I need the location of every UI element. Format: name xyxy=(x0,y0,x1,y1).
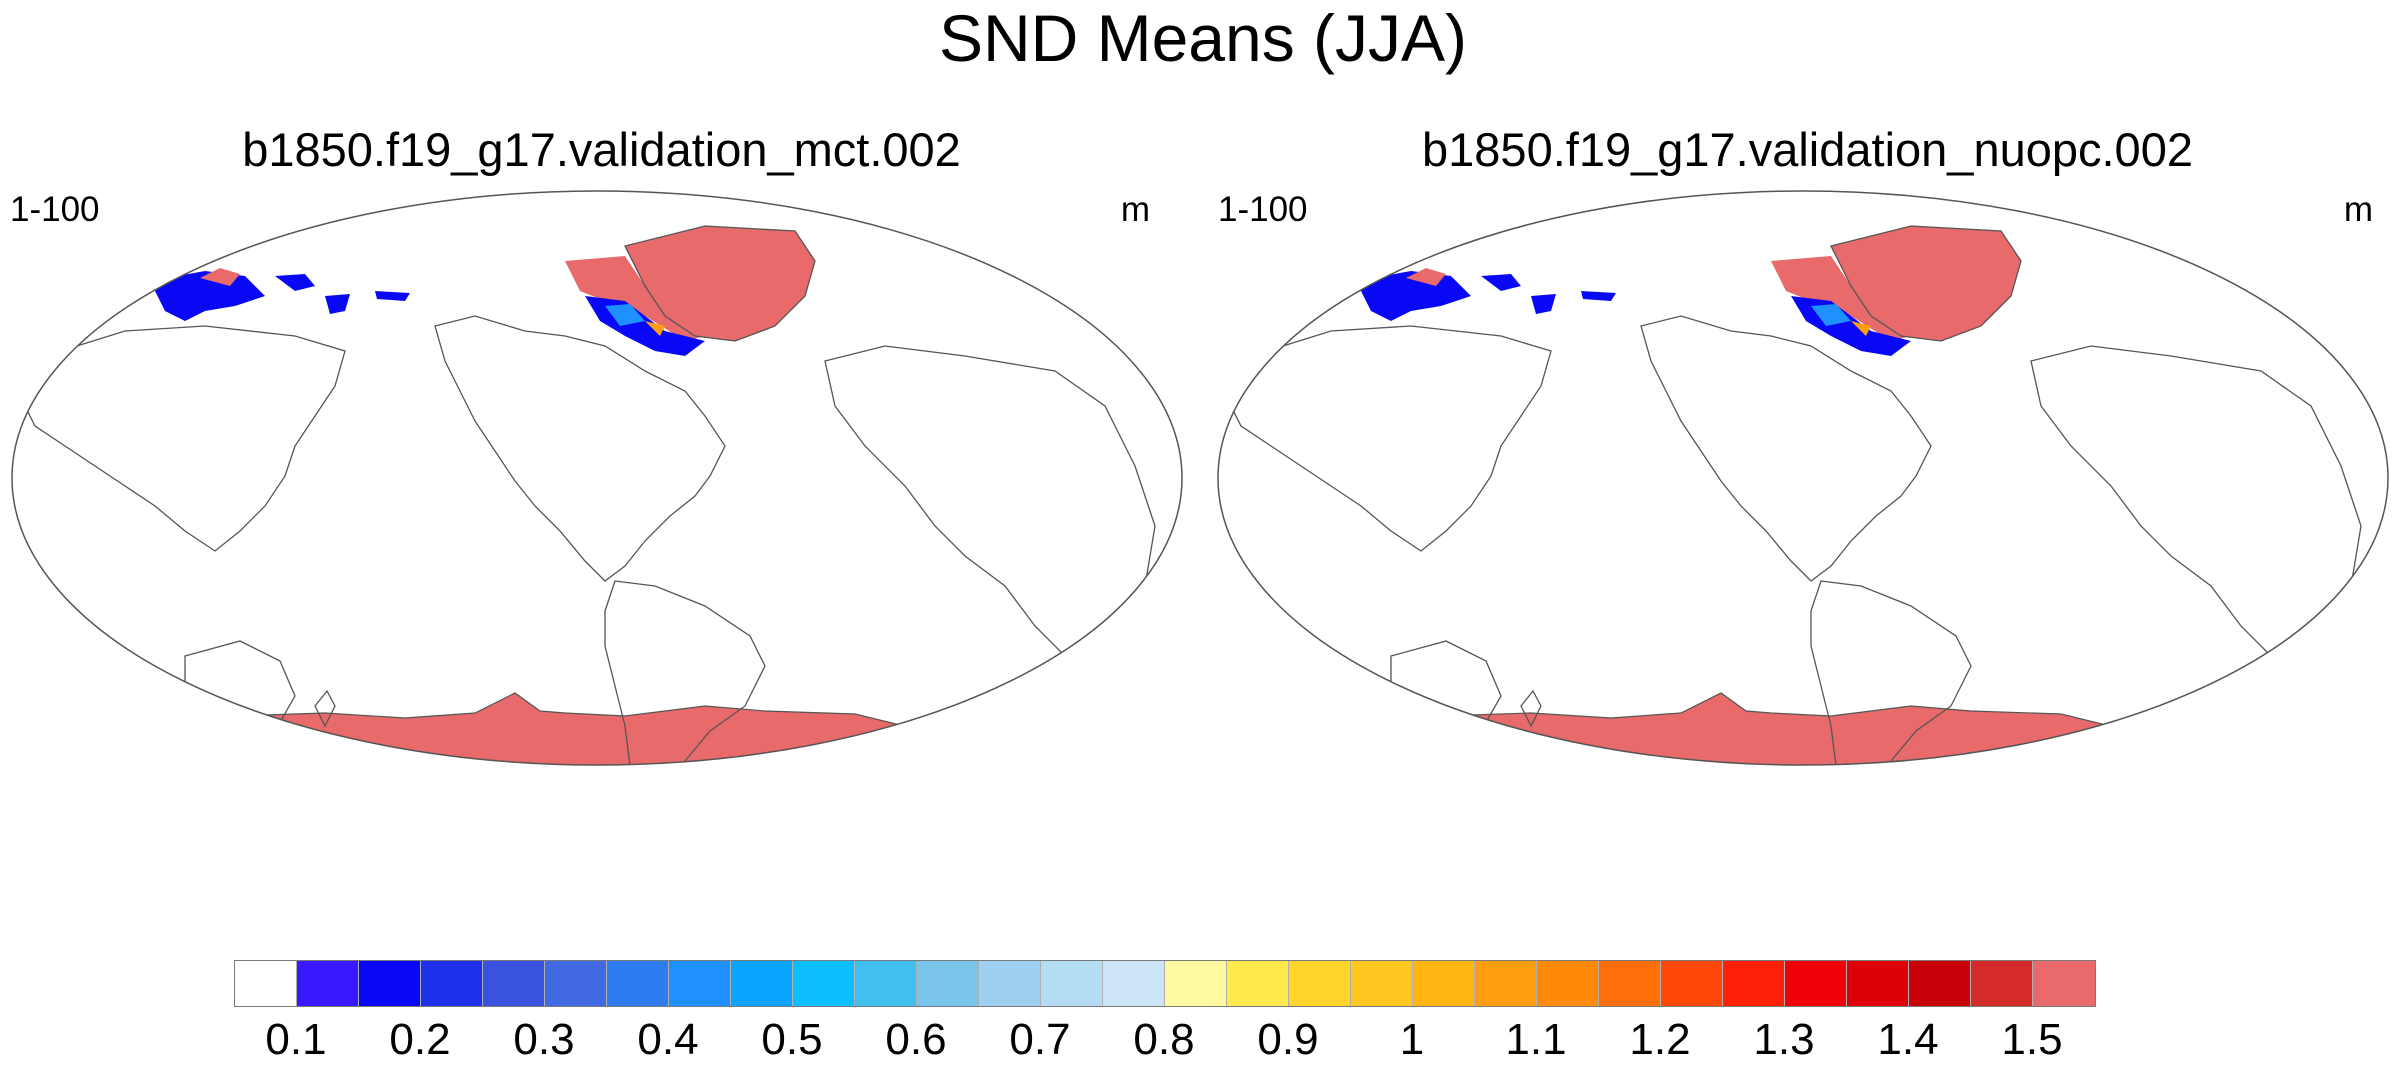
colorbar-tick-label: 1 xyxy=(1399,1015,1425,1064)
colorbar-box xyxy=(545,961,607,1006)
alaska-snow xyxy=(1531,294,1556,314)
colorbar-tick-label: 0.4 xyxy=(637,1015,699,1064)
siberia-snow xyxy=(275,274,315,291)
siberia-snow xyxy=(1356,271,1471,321)
colorbar-box xyxy=(1227,961,1289,1006)
colorbar-tick-label: 1.3 xyxy=(1753,1015,1815,1064)
colorbar-box xyxy=(669,961,731,1006)
siberia-snow-deep xyxy=(200,268,240,286)
coastline xyxy=(1520,689,1542,728)
map-frame xyxy=(1217,190,2389,766)
colorbar-box xyxy=(731,961,793,1006)
panel-nuopc: b1850.f19_g17.validation_nuopc.002 1-100… xyxy=(1206,118,2406,918)
colorbar-tick-label: 0.1 xyxy=(265,1015,327,1064)
hudson-snow-orange xyxy=(645,321,665,336)
coastline xyxy=(314,689,336,728)
coastline xyxy=(184,640,296,742)
hudson-snow-mid xyxy=(605,304,645,326)
coastline xyxy=(1830,225,2022,342)
hudson-snow-orange xyxy=(1851,321,1871,336)
colorbar-box xyxy=(235,961,297,1006)
coastline xyxy=(1810,580,1972,765)
colorbar-box xyxy=(1785,961,1847,1006)
coastline xyxy=(1640,315,1932,582)
colorbar-box xyxy=(979,961,1041,1006)
colorbar-box xyxy=(917,961,979,1006)
colorbar-box xyxy=(607,961,669,1006)
panel-mct: b1850.f19_g17.validation_mct.002 1-100 m xyxy=(0,118,1203,918)
siberia-snow-deep xyxy=(1406,268,1446,286)
colorbar-tick-label: 0.7 xyxy=(1009,1015,1071,1064)
map-content xyxy=(19,225,1156,765)
colorbar-box xyxy=(1661,961,1723,1006)
coastline xyxy=(19,325,346,552)
coastline xyxy=(1225,325,1552,552)
colorbar-box xyxy=(1537,961,1599,1006)
antarctica-snow xyxy=(1330,692,2172,765)
colorbar-tick-label: 1.5 xyxy=(2001,1015,2063,1064)
colorbar-box xyxy=(2033,961,2095,1006)
colorbar-box xyxy=(793,961,855,1006)
coastline xyxy=(2030,345,2362,657)
coastline xyxy=(624,225,816,342)
colorbar-box xyxy=(1041,961,1103,1006)
colorbar-tick-label: 0.5 xyxy=(761,1015,823,1064)
world-map xyxy=(11,190,1183,766)
range-label: 1-100 xyxy=(1218,190,1308,229)
colorbar-box xyxy=(1351,961,1413,1006)
colorbar-box xyxy=(1289,961,1351,1006)
siberia-snow xyxy=(150,271,265,321)
colorbar-box xyxy=(1475,961,1537,1006)
greenland-snow xyxy=(1831,226,2021,341)
map-frame xyxy=(11,190,1183,766)
siberia-snow xyxy=(1481,274,1521,291)
colorbar-box xyxy=(297,961,359,1006)
colorbar-box xyxy=(483,961,545,1006)
colorbar-tick-label: 0.3 xyxy=(513,1015,575,1064)
colorbar-tick-label: 1.4 xyxy=(1877,1015,1939,1064)
colorbar-box xyxy=(1971,961,2033,1006)
colorbar-box xyxy=(1723,961,1785,1006)
colorbar-tick-label: 0.2 xyxy=(389,1015,451,1064)
coastline xyxy=(434,315,726,582)
colorbar-tick-label: 0.6 xyxy=(885,1015,947,1064)
colorbar-tick-label: 1.2 xyxy=(1629,1015,1691,1064)
colorbar-tick-label: 0.8 xyxy=(1133,1015,1195,1064)
colorbar-box xyxy=(1847,961,1909,1006)
panel-title: b1850.f19_g17.validation_mct.002 xyxy=(242,123,961,176)
unit-label: m xyxy=(1120,190,1150,229)
colorbar-box xyxy=(1909,961,1971,1006)
alaska-snow xyxy=(325,294,350,314)
colorbar-box xyxy=(1599,961,1661,1006)
coastline xyxy=(604,580,766,765)
colorbar-box xyxy=(855,961,917,1006)
main-title: SND Means (JJA) xyxy=(938,1,1468,75)
range-label: 1-100 xyxy=(10,190,100,229)
alaska-snow xyxy=(1581,291,1616,301)
colorbar xyxy=(234,960,2096,1007)
colorbar-box xyxy=(421,961,483,1006)
hudson-snow-mid xyxy=(1811,304,1851,326)
antarctica-snow xyxy=(124,692,966,765)
map-content xyxy=(1225,225,2362,765)
panel-title: b1850.f19_g17.validation_nuopc.002 xyxy=(1422,123,2193,176)
colorbar-box xyxy=(1165,961,1227,1006)
colorbar-tick-label: 0.9 xyxy=(1257,1015,1319,1064)
colorbar-box xyxy=(1413,961,1475,1006)
colorbar-box xyxy=(359,961,421,1006)
coastline xyxy=(824,345,1156,657)
coastline xyxy=(1390,640,1502,742)
colorbar-tick-label: 1.1 xyxy=(1505,1015,1567,1064)
unit-label: m xyxy=(2343,190,2373,229)
alaska-snow xyxy=(375,291,410,301)
greenland-snow xyxy=(625,226,815,341)
colorbar-box xyxy=(1103,961,1165,1006)
world-map xyxy=(1217,190,2389,766)
